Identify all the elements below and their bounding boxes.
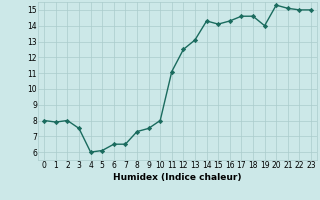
X-axis label: Humidex (Indice chaleur): Humidex (Indice chaleur)	[113, 173, 242, 182]
